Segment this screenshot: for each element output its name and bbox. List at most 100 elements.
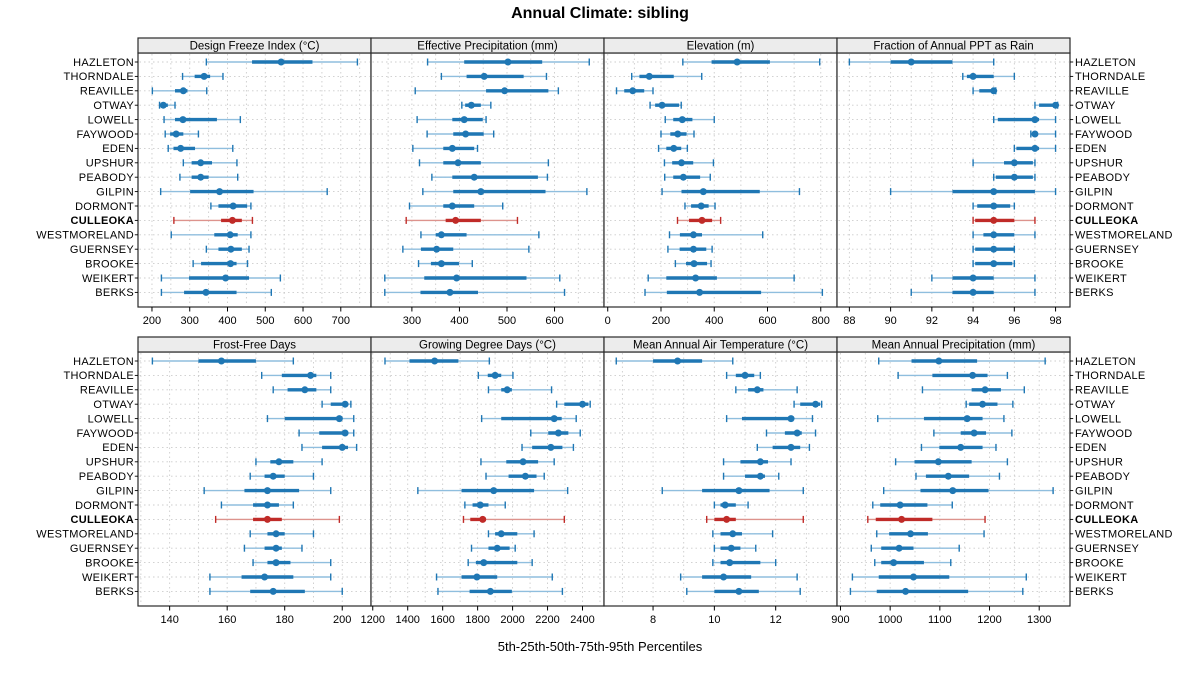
median-dot (957, 443, 965, 451)
median-dot (890, 559, 898, 567)
station-label-right: UPSHUR (1075, 457, 1123, 469)
median-dot (753, 386, 761, 394)
percentile-caption: 5th-25th-50th-75th-95th Percentiles (497, 639, 703, 654)
station-label-right: WEIKERT (1075, 572, 1127, 584)
station-label-left: EDEN (102, 442, 134, 454)
percentile-row-otway (649, 101, 682, 109)
station-label-right: GILPIN (1075, 485, 1113, 497)
median-dot (307, 371, 315, 379)
station-label-left: THORNDALE (63, 370, 134, 382)
median-dot (969, 72, 977, 80)
station-label-left: FAYWOOD (76, 129, 134, 141)
median-dot (460, 116, 468, 124)
median-dot (433, 245, 441, 253)
strip-label: Growing Degree Days (°C) (419, 340, 556, 352)
percentile-row-culleoka (405, 216, 519, 224)
median-dot (787, 443, 795, 451)
station-label-left: CULLEOKA (70, 514, 134, 526)
percentile-row-peabody (485, 472, 545, 480)
tick-label: 10 (708, 614, 720, 626)
percentile-row-lowell (163, 116, 242, 124)
median-dot (480, 72, 488, 80)
station-label-right: GILPIN (1075, 186, 1113, 198)
station-label-right: LOWELL (1075, 114, 1121, 126)
median-dot (479, 515, 487, 523)
station-label-right: BROOKE (1075, 258, 1124, 270)
percentile-row-peabody (915, 472, 1001, 480)
median-dot (172, 130, 180, 138)
percentile-row-reaville (735, 386, 798, 394)
median-dot (756, 458, 764, 466)
median-dot (454, 159, 462, 167)
median-dot (674, 357, 682, 365)
station-label-left: BERKS (95, 287, 134, 299)
percentile-row-peabody (722, 472, 780, 480)
tick-label: 2000 (500, 614, 524, 626)
tick-label: 700 (332, 315, 350, 327)
median-dot (338, 443, 346, 451)
median-dot (910, 573, 918, 581)
tick-label: 96 (1008, 315, 1020, 327)
panel-mean-annual-air-temperature-c: Mean Annual Air Temperature (°C) 8 10 12 (603, 336, 838, 626)
median-dot (990, 231, 998, 239)
percentile-row-dormont (713, 501, 749, 509)
median-dot (159, 101, 167, 109)
percentile-row-brooke (972, 260, 1016, 268)
percentile-row-culleoka (706, 515, 804, 523)
panel-background (371, 53, 604, 307)
median-dot (197, 159, 205, 167)
station-label-right: LOWELL (1075, 413, 1121, 425)
median-dot (547, 443, 555, 451)
tick-label: 400 (218, 315, 236, 327)
median-dot (896, 501, 904, 509)
median-dot (981, 386, 989, 394)
station-label-right: BROOKE (1075, 557, 1124, 569)
median-dot (907, 58, 915, 66)
median-dot (550, 415, 558, 423)
median-dot (729, 530, 737, 538)
percentile-row-hazleton (384, 357, 491, 365)
station-label-left: GUERNSEY (70, 543, 134, 555)
panel-effective-precipitation-mm: Effective Precipitation (mm) 300 400 500 600 (370, 37, 605, 327)
median-dot (944, 472, 952, 480)
station-label-right: THORNDALE (1075, 370, 1146, 382)
station-label-right: FAYWOOD (1075, 129, 1133, 141)
median-dot (437, 260, 445, 268)
median-dot (431, 357, 439, 365)
percentile-row-hazleton (205, 58, 359, 66)
percentile-row-hazleton (878, 357, 1046, 365)
median-dot (692, 274, 700, 282)
chart-title: Annual Climate: sibling (511, 5, 689, 22)
median-dot (341, 400, 349, 408)
percentile-row-westmoreland (249, 530, 315, 538)
median-dot (477, 188, 485, 196)
percentile-row-dormont (220, 501, 295, 509)
station-label-right: PEABODY (1075, 172, 1131, 184)
median-dot (448, 202, 456, 210)
median-dot (272, 559, 280, 567)
station-label-right: BERKS (1075, 586, 1114, 598)
median-dot (467, 101, 475, 109)
percentile-row-eden (756, 443, 811, 451)
station-label-left: LOWELL (88, 114, 134, 126)
median-dot (674, 130, 682, 138)
percentile-row-otway (1034, 101, 1060, 109)
station-label-left: UPSHUR (86, 457, 134, 469)
panel-background (604, 53, 837, 307)
percentile-row-gilpin (422, 188, 588, 196)
percentile-row-dormont (972, 202, 1016, 210)
panel-background (604, 352, 837, 606)
median-dot (935, 357, 943, 365)
percentile-row-upshur (182, 159, 238, 167)
percentile-row-brooke (192, 260, 249, 268)
percentile-row-culleoka (867, 515, 986, 523)
median-dot (504, 58, 512, 66)
station-label-left: HAZLETON (73, 57, 134, 69)
percentile-row-thorndale (897, 371, 1009, 379)
percentile-row-hazleton (615, 357, 734, 365)
station-label-left: LOWELL (88, 413, 134, 425)
percentile-row-berks (686, 587, 801, 595)
median-dot (735, 587, 743, 595)
tick-label: 94 (967, 315, 979, 327)
